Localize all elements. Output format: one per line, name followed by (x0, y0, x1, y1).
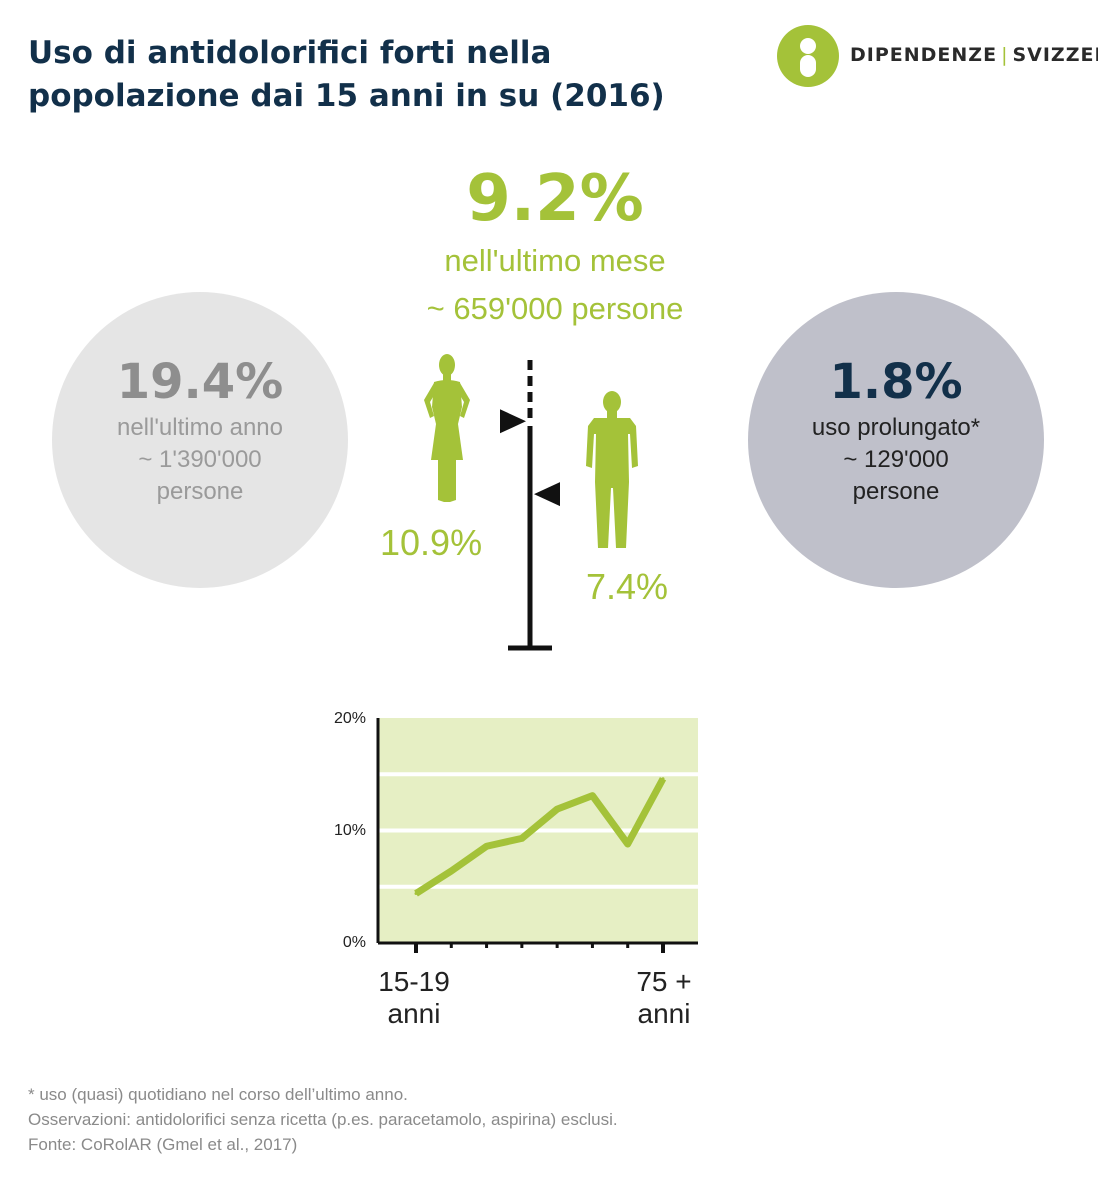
footnote-asterisk: * uso (quasi) quotidiano nel corso dell’… (28, 1085, 408, 1104)
circle-prolonged-use: 1.8% uso prolungato* ~ 129'000 persone (748, 292, 1044, 588)
logo-text-part1: DIPENDENZE (850, 44, 998, 66)
footnotes: * uso (quasi) quotidiano nel corso dell’… (28, 1082, 618, 1157)
prolonged-line2: ~ 129'000 (843, 446, 949, 473)
logo-text: DIPENDENZE|SVIZZERA (850, 44, 1098, 66)
y-tick-label: 10% (333, 822, 366, 839)
chart-data-point (485, 844, 489, 848)
last-year-line2: ~ 1'390'000 (138, 446, 262, 473)
chart-data-point (449, 869, 453, 873)
gender-scale (500, 360, 560, 651)
prolonged-line3: persone (852, 478, 940, 505)
logo-text-part2: SVIZZERA (1012, 44, 1098, 66)
woman-icon (424, 354, 470, 502)
age-line-chart (376, 718, 698, 953)
center-line2: ~ 659'000 persone (426, 291, 684, 326)
last-year-line3: persone (156, 478, 244, 505)
prolonged-value: 1.8% (829, 354, 963, 410)
y-tick-label: 0% (342, 934, 366, 951)
chart-data-point (590, 794, 594, 798)
last-year-line1: nell'ultimo anno (116, 414, 284, 441)
prolonged-line1: uso prolungato* (811, 414, 981, 441)
x-label-first-line1: 15-19 (378, 966, 450, 997)
logo-separator: | (1001, 44, 1009, 66)
x-label-first: 15-19 anni (362, 966, 466, 1030)
man-icon (586, 391, 638, 548)
y-tick-label: 20% (333, 710, 366, 727)
center-line1: nell'ultimo mese (444, 243, 666, 278)
x-label-last-line2: anni (637, 998, 691, 1029)
chart-data-point (414, 892, 418, 895)
logo-icon (777, 25, 839, 87)
circle-last-year: 19.4% nell'ultimo anno ~ 1'390'000 perso… (52, 292, 348, 588)
chart-series-line (414, 777, 667, 897)
logo: DIPENDENZE|SVIZZERA (776, 24, 1098, 90)
women-pct-label: 10.9% (380, 522, 483, 563)
footnote-source: Fonte: CoRolAR (Gmel et al., 2017) (28, 1135, 298, 1154)
center-value: 9.2% (466, 162, 644, 236)
last-year-value: 19.4% (116, 354, 284, 410)
x-label-last-line1: 75 + (636, 966, 692, 997)
men-pct-label: 7.4% (586, 566, 669, 607)
page-title: Uso di antidolorifici forti nella popola… (28, 35, 665, 114)
men-marker-icon (534, 482, 560, 507)
x-label-first-line2: anni (387, 998, 441, 1029)
footnote-observations: Osservazioni: antidolorifici senza ricet… (28, 1110, 618, 1129)
chart-data-point (520, 836, 524, 840)
chart-data-point (626, 842, 630, 846)
women-marker-icon (500, 409, 526, 434)
x-label-last: 75 + anni (612, 966, 716, 1030)
chart-data-point (661, 777, 665, 781)
chart-data-point (555, 807, 559, 811)
